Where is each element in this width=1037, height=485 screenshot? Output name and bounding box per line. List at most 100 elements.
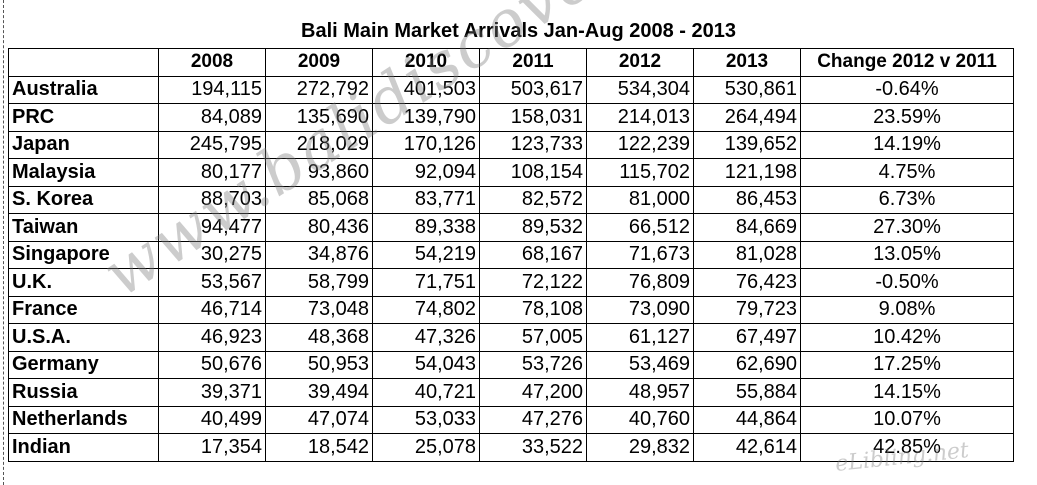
- arrivals-cell: 214,013: [586, 103, 694, 132]
- change-cell: 42.85%: [800, 433, 1014, 462]
- dashed-left-border: [3, 0, 4, 485]
- arrivals-cell: 39,494: [265, 378, 373, 407]
- arrivals-cell: 68,167: [479, 240, 587, 269]
- arrivals-cell: 264,494: [693, 103, 801, 132]
- arrivals-cell: 503,617: [479, 75, 587, 104]
- arrivals-cell: 44,864: [693, 405, 801, 434]
- header-cell: Change 2012 v 2011: [800, 48, 1014, 77]
- table-row: France 46,714 73,048 74,802 78,108 73,090 79,7…: [8, 295, 1014, 324]
- change-cell: 9.08%: [800, 295, 1014, 324]
- header-cell: 2012: [586, 48, 694, 77]
- table-row: U.S.A. 46,923 48,368 47,326 57,005 61,127 67,4…: [8, 323, 1014, 352]
- arrivals-table: 2008 2009 2010 2011 2012 2013 Change 2012 v 20…: [8, 48, 1014, 462]
- arrivals-cell: 58,799: [265, 268, 373, 297]
- arrivals-cell: 53,469: [586, 350, 694, 379]
- arrivals-cell: 40,499: [158, 405, 266, 434]
- arrivals-cell: 76,423: [693, 268, 801, 297]
- arrivals-cell: 218,029: [265, 130, 373, 159]
- change-cell: 17.25%: [800, 350, 1014, 379]
- country-cell: U.S.A.: [8, 323, 159, 352]
- table-row: Germany 50,676 50,953 54,043 53,726 53,469 62,…: [8, 350, 1014, 379]
- table-row: PRC 84,089 135,690 139,790 158,031 214,013 264…: [8, 103, 1014, 132]
- arrivals-cell: 89,338: [372, 213, 480, 242]
- table-row: Indian 17,354 18,542 25,078 33,522 29,832 42,6…: [8, 433, 1014, 462]
- arrivals-cell: 50,676: [158, 350, 266, 379]
- arrivals-cell: 73,048: [265, 295, 373, 324]
- change-cell: 14.19%: [800, 130, 1014, 159]
- arrivals-cell: 53,567: [158, 268, 266, 297]
- arrivals-cell: 122,239: [586, 130, 694, 159]
- change-cell: 27.30%: [800, 213, 1014, 242]
- arrivals-cell: 54,043: [372, 350, 480, 379]
- arrivals-cell: 55,884: [693, 378, 801, 407]
- change-cell: 13.05%: [800, 240, 1014, 269]
- arrivals-cell: 81,000: [586, 185, 694, 214]
- arrivals-cell: 81,028: [693, 240, 801, 269]
- arrivals-cell: 29,832: [586, 433, 694, 462]
- arrivals-cell: 71,673: [586, 240, 694, 269]
- arrivals-cell: 25,078: [372, 433, 480, 462]
- arrivals-cell: 74,802: [372, 295, 480, 324]
- arrivals-cell: 33,522: [479, 433, 587, 462]
- change-cell: 14.15%: [800, 378, 1014, 407]
- table-row: U.K. 53,567 58,799 71,751 72,122 76,809 76,423…: [8, 268, 1014, 297]
- arrivals-cell: 78,108: [479, 295, 587, 324]
- arrivals-cell: 34,876: [265, 240, 373, 269]
- country-cell: PRC: [8, 103, 159, 132]
- arrivals-cell: 39,371: [158, 378, 266, 407]
- table-title: Bali Main Market Arrivals Jan-Aug 2008 -…: [301, 20, 736, 42]
- arrivals-cell: 18,542: [265, 433, 373, 462]
- arrivals-cell: 94,477: [158, 213, 266, 242]
- arrivals-cell: 47,200: [479, 378, 587, 407]
- arrivals-cell: 76,809: [586, 268, 694, 297]
- arrivals-cell: 83,771: [372, 185, 480, 214]
- arrivals-cell: 40,760: [586, 405, 694, 434]
- arrivals-cell: 47,074: [265, 405, 373, 434]
- arrivals-cell: 84,089: [158, 103, 266, 132]
- arrivals-cell: 245,795: [158, 130, 266, 159]
- header-cell-empty: [8, 48, 159, 77]
- header-row: 2008 2009 2010 2011 2012 2013 Change 2012 v 20…: [8, 48, 1014, 77]
- arrivals-cell: 401,503: [372, 75, 480, 104]
- arrivals-cell: 88,703: [158, 185, 266, 214]
- arrivals-cell: 123,733: [479, 130, 587, 159]
- country-cell: S. Korea: [8, 185, 159, 214]
- table-row: Russia 39,371 39,494 40,721 47,200 48,957 55,8…: [8, 378, 1014, 407]
- arrivals-cell: 86,453: [693, 185, 801, 214]
- country-cell: U.K.: [8, 268, 159, 297]
- header-cell: 2008: [158, 48, 266, 77]
- arrivals-cell: 47,276: [479, 405, 587, 434]
- table-row: S. Korea 88,703 85,068 83,771 82,572 81,000 86…: [8, 185, 1014, 214]
- arrivals-cell: 53,726: [479, 350, 587, 379]
- header-cell: 2011: [479, 48, 587, 77]
- header-cell: 2013: [693, 48, 801, 77]
- arrivals-cell: 54,219: [372, 240, 480, 269]
- change-cell: 10.07%: [800, 405, 1014, 434]
- header-cell: 2010: [372, 48, 480, 77]
- arrivals-cell: 80,177: [158, 158, 266, 187]
- country-cell: Singapore: [8, 240, 159, 269]
- country-cell: Indian: [8, 433, 159, 462]
- arrivals-cell: 115,702: [586, 158, 694, 187]
- arrivals-cell: 530,861: [693, 75, 801, 104]
- arrivals-cell: 67,497: [693, 323, 801, 352]
- arrivals-cell: 42,614: [693, 433, 801, 462]
- arrivals-cell: 92,094: [372, 158, 480, 187]
- arrivals-cell: 534,304: [586, 75, 694, 104]
- arrivals-cell: 73,090: [586, 295, 694, 324]
- table-row: Malaysia 80,177 93,860 92,094 108,154 115,702…: [8, 158, 1014, 187]
- arrivals-cell: 17,354: [158, 433, 266, 462]
- arrivals-cell: 82,572: [479, 185, 587, 214]
- arrivals-cell: 85,068: [265, 185, 373, 214]
- arrivals-cell: 93,860: [265, 158, 373, 187]
- arrivals-cell: 30,275: [158, 240, 266, 269]
- arrivals-cell: 62,690: [693, 350, 801, 379]
- change-cell: -0.50%: [800, 268, 1014, 297]
- change-cell: 6.73%: [800, 185, 1014, 214]
- arrivals-cell: 57,005: [479, 323, 587, 352]
- arrivals-cell: 61,127: [586, 323, 694, 352]
- arrivals-cell: 121,198: [693, 158, 801, 187]
- table-row: Netherlands 40,499 47,074 53,033 47,276 40,76…: [8, 405, 1014, 434]
- arrivals-cell: 108,154: [479, 158, 587, 187]
- arrivals-cell: 194,115: [158, 75, 266, 104]
